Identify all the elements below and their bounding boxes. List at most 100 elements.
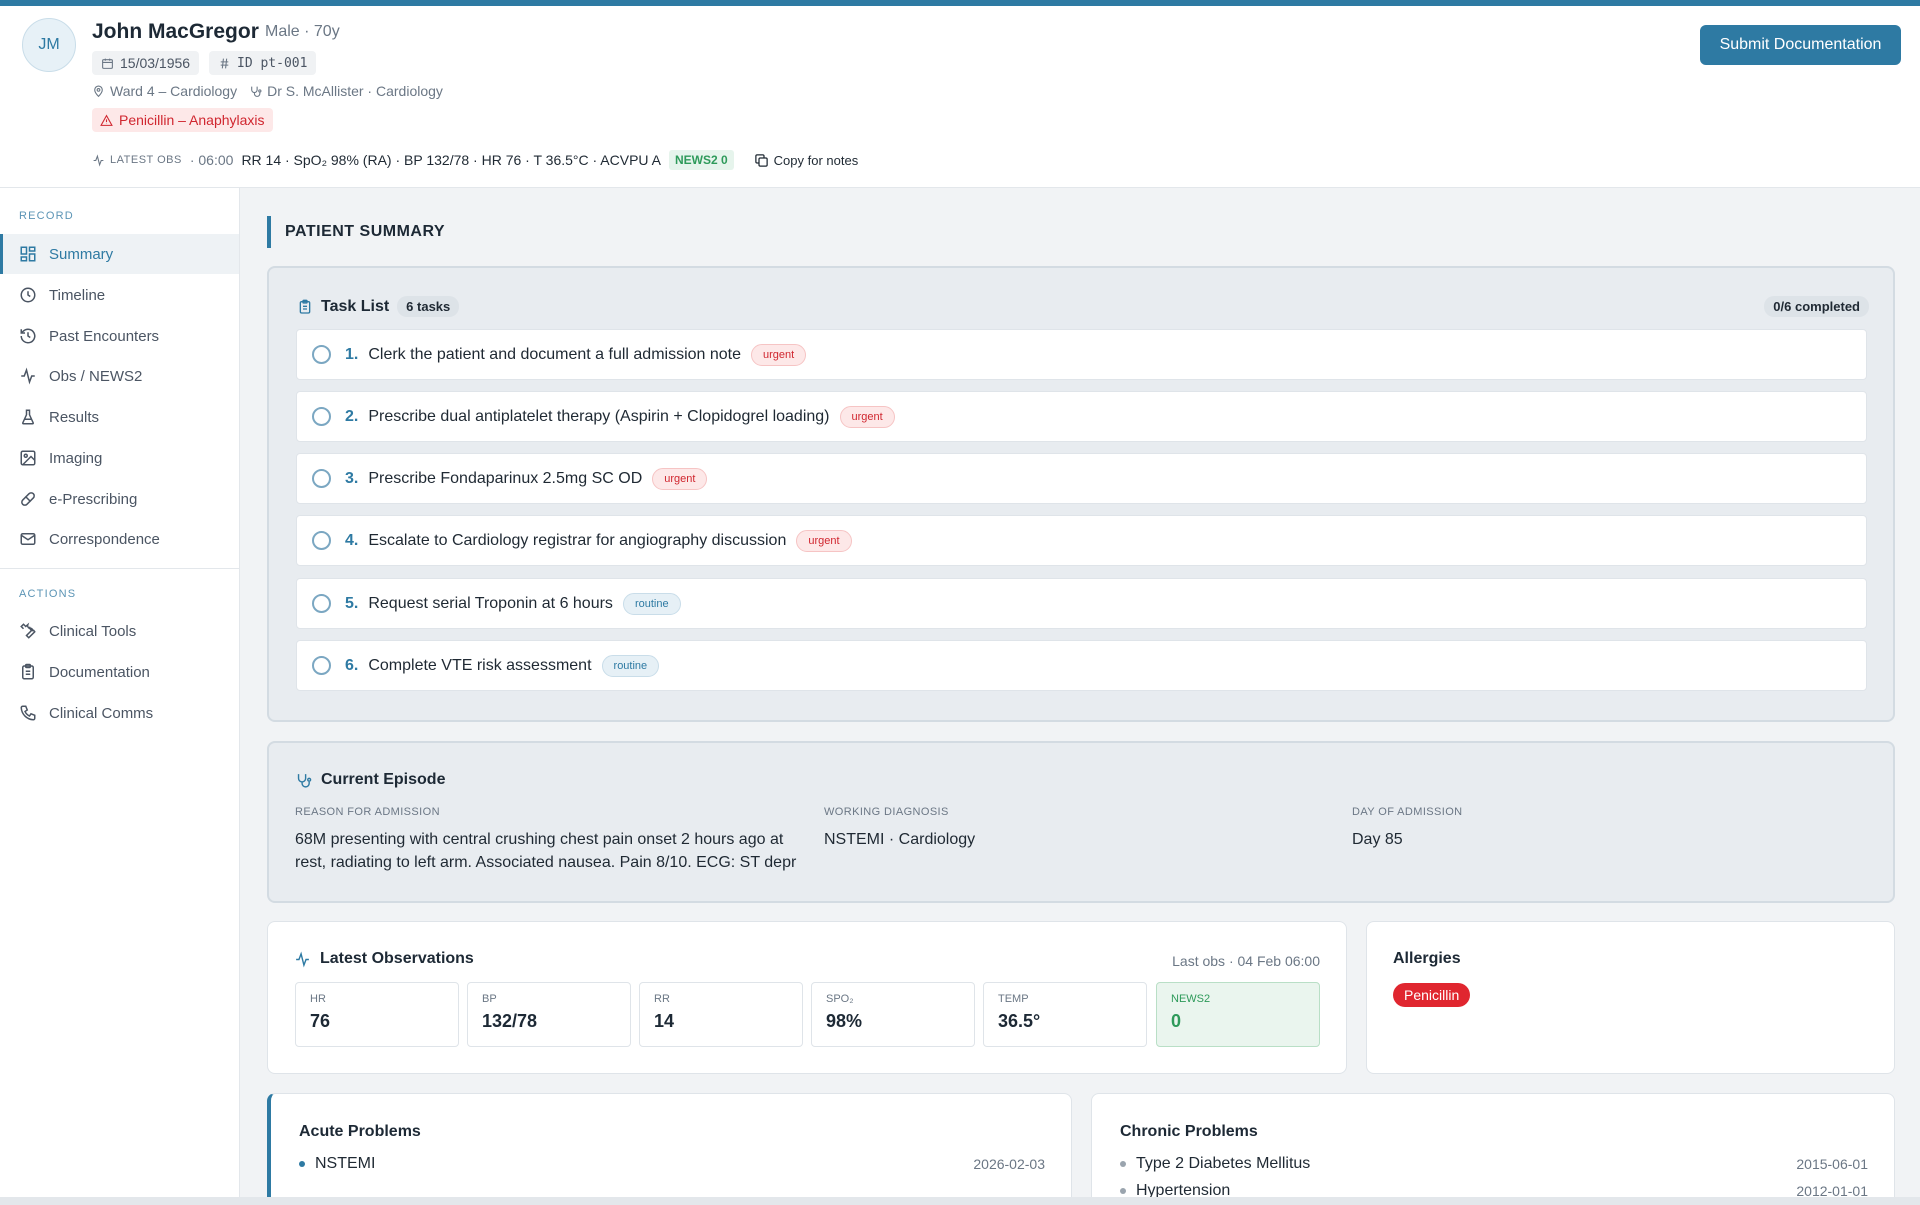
- clipboard-icon: [22, 663, 34, 680]
- ward-label: Ward 4 – Cardiology: [110, 83, 238, 99]
- current-episode-header: Current Episode: [295, 771, 445, 789]
- task-list-card: Task List 6 tasks 0/6 completed 1. Clerk…: [267, 266, 1895, 722]
- vital-rr: RR 14: [639, 982, 803, 1047]
- vital-label: TEMP: [998, 993, 1029, 1005]
- priority-badge: urgent: [652, 467, 708, 490]
- task-checkbox[interactable]: [312, 594, 331, 613]
- sidebar-divider: [0, 568, 239, 569]
- latest-observations-title: Latest Observations: [320, 950, 474, 967]
- list-item: Hypertension 2012-01-01: [1120, 1182, 1868, 1200]
- sidebar-item-imaging[interactable]: Imaging: [0, 438, 239, 478]
- sidebar-item-summary[interactable]: Summary: [0, 234, 239, 274]
- dob-chip: 15/03/1956: [92, 51, 200, 75]
- task-number: 3.: [345, 469, 359, 487]
- task-row: 3. Prescribe Fondaparinux 2.5mg SC OD ur…: [296, 453, 1867, 504]
- task-text: Escalate to Cardiology registrar for ang…: [368, 531, 787, 549]
- current-episode-title: Current Episode: [321, 771, 446, 788]
- vital-temp: TEMP 36.5°: [983, 982, 1147, 1047]
- latest-obs-label: LATEST OBS: [92, 153, 182, 167]
- sidebar-item-label: Imaging: [49, 449, 103, 467]
- task-checkbox[interactable]: [312, 345, 331, 364]
- task-row: 5. Request serial Troponin at 6 hours ro…: [296, 578, 1867, 629]
- sidebar-item-documentation[interactable]: Documentation: [0, 652, 239, 692]
- acute-problems-card: Acute Problems NSTEMI 2026-02-03: [267, 1093, 1072, 1205]
- task-text: Request serial Troponin at 6 hours: [368, 594, 613, 612]
- vital-label: HR: [310, 993, 326, 1005]
- map-pin-icon: [94, 85, 103, 97]
- task-count-badge: 6 tasks: [397, 296, 460, 317]
- task-checkbox[interactable]: [312, 469, 331, 488]
- ward-info: Ward 4 – Cardiology: [92, 83, 237, 99]
- sidebar-item-clinical-comms[interactable]: Clinical Comms: [0, 693, 239, 733]
- reason-line-2: rest, radiating to left arm. Associated …: [295, 854, 797, 871]
- day-label: DAY OF ADMISSION: [1352, 806, 1463, 818]
- submit-documentation-button[interactable]: Submit Documentation: [1700, 25, 1901, 65]
- task-text: Prescribe dual antiplatelet therapy (Asp…: [368, 407, 830, 425]
- tasks-completed-badge: 0/6 completed: [1764, 296, 1869, 317]
- sidebar-item-clinical-tools[interactable]: Clinical Tools: [0, 611, 239, 651]
- priority-badge: urgent: [839, 405, 895, 428]
- allergies-card: Allergies Penicillin: [1366, 921, 1895, 1074]
- sidebar-item-label: Obs / NEWS2: [49, 367, 143, 385]
- mail-icon: [20, 533, 36, 545]
- task-row: 4. Escalate to Cardiology registrar for …: [296, 515, 1867, 566]
- task-text: Complete VTE risk assessment: [368, 656, 592, 674]
- allergy-badge: Penicillin: [1393, 983, 1471, 1007]
- task-checkbox[interactable]: [312, 531, 331, 550]
- copy-for-notes-button[interactable]: Copy for notes: [754, 153, 858, 168]
- flask-icon: [21, 409, 35, 425]
- sidebar-item-label: Summary: [49, 245, 114, 263]
- task-list-title: Task List: [321, 297, 390, 315]
- vital-value: 98%: [826, 1011, 863, 1031]
- latest-obs-bar: LATEST OBS · 06:00 RR 14 · SpO₂ 98% (RA)…: [92, 150, 858, 170]
- copy-icon: [754, 153, 768, 167]
- latest-obs-label-text: LATEST OBS: [110, 154, 182, 166]
- patient-id-chip: ID pt-001: [209, 51, 317, 75]
- problem-name: Type 2 Diabetes Mellitus: [1136, 1155, 1311, 1172]
- vital-value: 76: [310, 1011, 331, 1031]
- reason-label: REASON FOR ADMISSION: [295, 806, 440, 818]
- task-row: 6. Complete VTE risk assessment routine: [296, 640, 1867, 691]
- bullet-icon: [299, 1161, 305, 1167]
- sidebar-item-obs-news2[interactable]: Obs / NEWS2: [0, 356, 239, 396]
- latest-obs-time: · 06:00: [189, 152, 234, 168]
- pill-icon: [21, 492, 35, 506]
- task-number: 2.: [345, 407, 359, 425]
- vital-value: 14: [654, 1011, 675, 1031]
- task-checkbox[interactable]: [312, 656, 331, 675]
- task-checkbox[interactable]: [312, 407, 331, 426]
- task-list-header: Task List 6 tasks: [297, 296, 460, 317]
- activity-icon: [93, 153, 104, 167]
- problem-date: 2012-01-01: [1796, 1183, 1868, 1199]
- sidebar-item-label: Clinical Tools: [49, 622, 137, 640]
- warning-icon: [100, 114, 113, 126]
- clipboard-icon: [299, 299, 311, 314]
- priority-badge: urgent: [796, 529, 852, 552]
- problem-date: 2026-02-03: [973, 1156, 1045, 1172]
- reason-line-1: 68M presenting with central crushing che…: [295, 831, 784, 848]
- stethoscope-icon: [297, 773, 312, 788]
- patient-id-value: ID pt-001: [237, 55, 308, 71]
- grid-icon: [20, 246, 36, 262]
- allergy-alert-text: Penicillin – Anaphylaxis: [119, 112, 265, 128]
- sidebar-item-timeline[interactable]: Timeline: [0, 275, 239, 315]
- task-number: 5.: [345, 594, 359, 612]
- sidebar-item-past-encounters[interactable]: Past Encounters: [0, 316, 239, 356]
- vital-label: RR: [654, 993, 670, 1005]
- top-accent-bar: [0, 0, 1920, 6]
- patient-name: John MacGregor: [92, 20, 259, 43]
- list-item: Type 2 Diabetes Mellitus 2015-06-01: [1120, 1155, 1868, 1173]
- priority-badge: routine: [622, 592, 681, 615]
- sidebar-item-label: e-Prescribing: [49, 490, 138, 508]
- latest-observations-card: Latest Observations Last obs · 04 Feb 06…: [267, 921, 1347, 1074]
- sidebar: RECORD Summary Timeline Past Encounters …: [0, 188, 240, 1205]
- calendar-icon: [102, 58, 113, 69]
- sidebar-item-e-prescribing[interactable]: e-Prescribing: [0, 479, 239, 519]
- sidebar-item-label: Past Encounters: [49, 327, 160, 345]
- current-episode-card: Current Episode REASON FOR ADMISSION 68M…: [267, 741, 1895, 903]
- task-text: Prescribe Fondaparinux 2.5mg SC OD: [368, 469, 643, 487]
- sidebar-item-results[interactable]: Results: [0, 397, 239, 437]
- day-of-admission: DAY OF ADMISSION Day 85: [1352, 806, 1463, 851]
- sidebar-item-correspondence[interactable]: Correspondence: [0, 519, 239, 559]
- vital-label: SPO₂: [826, 993, 854, 1005]
